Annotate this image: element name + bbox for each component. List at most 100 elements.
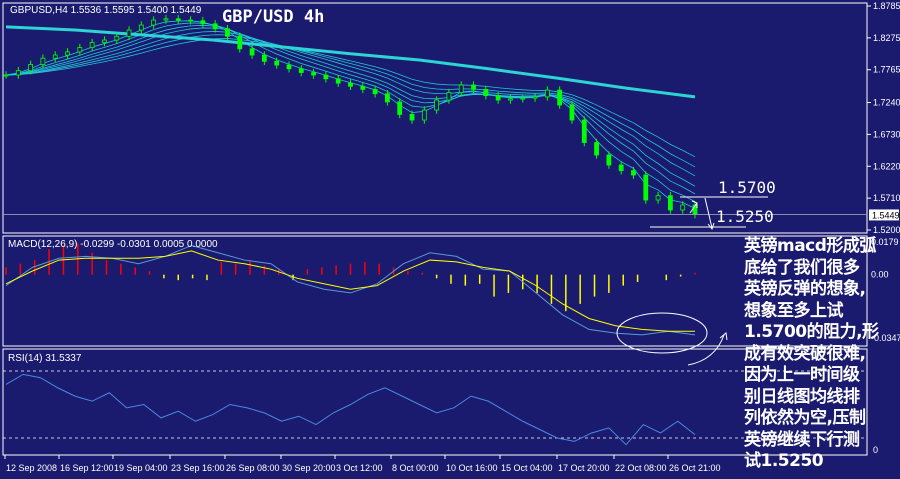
price-tick-label: 1.7240: [873, 98, 900, 108]
candle-body: [667, 195, 673, 211]
candle-body: [434, 99, 440, 111]
candle-body: [397, 101, 403, 115]
arrow-down-icon: [704, 197, 715, 231]
candle-body: [126, 29, 132, 37]
time-tick-label: 12 Sep 2008: [6, 463, 57, 473]
rsi-line: [5, 373, 696, 446]
time-tick-label: 19 Sep 04:00: [114, 463, 168, 473]
candle-body: [261, 54, 267, 62]
candle-body: [557, 89, 563, 106]
candle-body: [77, 47, 83, 53]
candle-body: [606, 154, 612, 166]
time-tick-label: 23 Sep 16:00: [171, 463, 225, 473]
candle-body: [138, 24, 144, 31]
note-line: 英镑反弹的想象,: [744, 279, 866, 299]
candle-body: [102, 39, 107, 43]
candle-body: [471, 84, 476, 90]
ema-5-line: [5, 22, 696, 202]
candle-body: [52, 54, 58, 59]
macd-divergence-circle: [616, 312, 708, 354]
candle-body: [655, 195, 661, 201]
note-line: 因为上一时间级: [744, 365, 860, 385]
candle-body: [483, 89, 489, 97]
macd-panel: [2, 235, 868, 347]
candle-body: [680, 204, 686, 211]
ema-9-line: [5, 27, 696, 187]
candle-body: [421, 109, 427, 121]
support-label: 1.5250: [716, 207, 774, 226]
candle-body: [520, 97, 526, 100]
candle-body: [200, 20, 206, 25]
signal-line: [5, 250, 695, 332]
macd-line: [5, 244, 696, 336]
note-line: 英镑继续下行测: [744, 429, 860, 450]
rsi-panel: [2, 348, 868, 456]
macd-title: MACD(12,26,9) -0.0299 -0.0301 0.0005 0.0…: [8, 239, 218, 250]
candle-body: [446, 92, 452, 101]
ema-19-line: [5, 38, 696, 158]
candle-body: [532, 96, 538, 99]
macd-tick-label: 0.0179: [871, 237, 899, 247]
arrow-up-icon: [689, 200, 698, 214]
note-line: 列依然为空,压制: [744, 408, 866, 428]
note-line: 别日线图均线排: [744, 386, 860, 407]
macd-tick-label: 0.00: [871, 270, 889, 280]
candle-body: [89, 42, 95, 48]
candle-body: [508, 98, 513, 101]
time-tick-label: 8 Oct 00:00: [392, 463, 439, 473]
candle-body: [594, 142, 599, 156]
chart-title: GBP/USD 4h: [222, 7, 324, 27]
candle-body: [151, 19, 157, 26]
candle-body: [643, 174, 649, 201]
symbol-info: GBPUSD,H4 1.5536 1.5595 1.5400 1.5449: [10, 5, 202, 16]
candle-body: [458, 84, 464, 93]
candle-body: [335, 78, 341, 84]
long-ma-line: [5, 25, 696, 99]
ema-12-line: [5, 31, 696, 177]
candle-body: [249, 48, 255, 56]
price-tick-label: 1.6220: [873, 161, 900, 171]
candle-body: [631, 170, 636, 176]
candle-body: [163, 18, 169, 21]
candle-body: [348, 82, 353, 87]
candle-body: [385, 93, 390, 103]
candle-body: [15, 70, 21, 76]
candle-body: [237, 35, 243, 50]
note-line: 试1.5250: [744, 451, 824, 471]
price-tick-label: 1.6730: [873, 129, 900, 139]
price-tick-label: 1.5710: [873, 193, 900, 203]
time-tick-label: 22 Oct 08:00: [615, 463, 667, 473]
time-tick-label: 3 Oct 12:00: [336, 463, 383, 473]
candle-body: [323, 74, 329, 80]
resistance-label: 1.5700: [718, 178, 776, 197]
price-tick-label: 1.7765: [873, 65, 900, 75]
price-tick-label: 1.5200: [873, 225, 900, 235]
candle-body: [65, 51, 70, 56]
candle-body: [298, 68, 304, 73]
price-tick-label: 1.8785: [873, 1, 900, 11]
current-price-box: [869, 209, 899, 221]
analysis-note: 英镑macd形成弧 底给了我们很多 英镑反弹的想象, 想象至多上试 1.5700的阻力,…: [744, 236, 900, 473]
candle-body: [544, 89, 550, 98]
candle-body: [175, 18, 181, 21]
note-line: 底给了我们很多: [744, 257, 860, 278]
current-price-label: 1.5449: [872, 210, 900, 220]
note-line: 想象至多上试: [744, 300, 844, 321]
curved-arrow-icon: [687, 332, 728, 366]
rsi-title: RSI(14) 31.5337: [8, 353, 82, 364]
time-tick-label: 17 Oct 20:00: [558, 463, 610, 473]
candle-body: [225, 28, 230, 37]
note-line: 成有效突破很难,: [744, 343, 866, 364]
candle-body: [274, 60, 280, 66]
rsi-tick-label: 0: [873, 445, 878, 455]
candle-body: [372, 89, 378, 95]
time-tick-label: 16 Sep 12:00: [60, 463, 114, 473]
time-tick-label: 30 Sep 20:00: [282, 463, 336, 473]
note-line: 1.5700的阻力,形: [744, 322, 879, 342]
ema-15-line: [5, 34, 696, 168]
time-tick-label: 15 Oct 04:00: [501, 463, 553, 473]
candle-body: [581, 119, 587, 143]
price-panel: [2, 2, 868, 234]
